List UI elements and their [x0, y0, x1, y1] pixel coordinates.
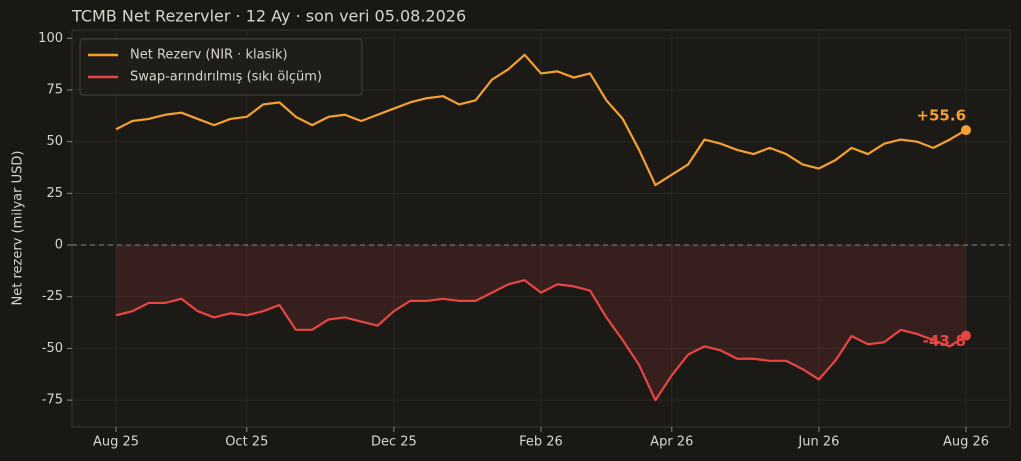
y-tick-label: -50 — [42, 341, 63, 356]
y-tick-label: 0 — [55, 238, 63, 253]
x-tick-label: Dec 25 — [371, 435, 417, 450]
line — [115, 53, 967, 187]
end-point — [961, 125, 971, 136]
legend-box — [79, 38, 363, 96]
x-tick-label: Aug 25 — [93, 435, 139, 450]
chart-title: TCMB Net Rezervler · 12 Ay · son veri 05… — [71, 7, 466, 26]
legend: Net Rezerv (NIR · klasik) Swap-arındırılm… — [79, 38, 363, 96]
line — [115, 279, 967, 402]
y-tick-label: 100 — [38, 31, 63, 46]
x-tick-label: Oct 25 — [225, 435, 268, 450]
end-point — [961, 330, 971, 341]
y-tick-label: -75 — [42, 393, 63, 408]
y-axis-label: Net rezerv (milyar USD) — [11, 151, 26, 306]
x-tick-label: Feb 26 — [519, 435, 563, 450]
x-tick-label: Apr 26 — [650, 435, 693, 450]
area — [116, 245, 966, 401]
x-tick-label: Aug 26 — [943, 435, 989, 450]
value-label: -43.8 — [923, 332, 966, 350]
y-tick-label: 25 — [46, 186, 63, 201]
y-tick-label: -25 — [42, 289, 63, 304]
legend-label: Net Rezerv (NIR · klasik) — [130, 48, 288, 63]
y-tick-label: 75 — [46, 82, 63, 97]
legend-label: Swap-arındırılmış (sıkı ölçüm) — [130, 70, 322, 85]
value-label: +55.6 — [916, 107, 966, 125]
y-tick-label: 50 — [46, 134, 63, 149]
x-tick-label: Jun 26 — [797, 435, 839, 450]
